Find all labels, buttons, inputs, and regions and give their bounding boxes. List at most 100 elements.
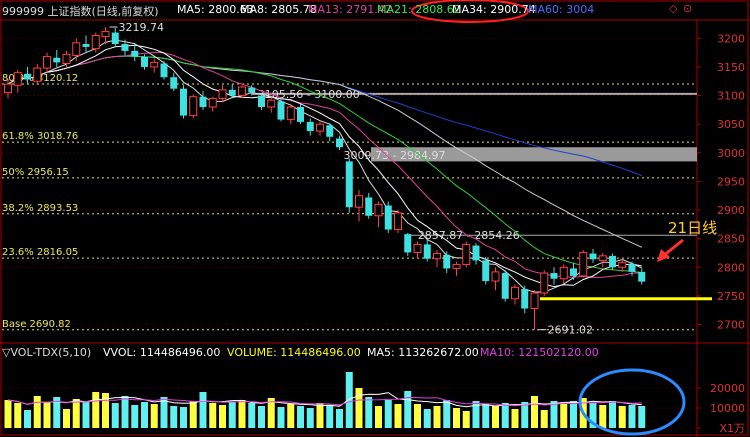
volume-highlight-ellipse bbox=[578, 368, 686, 436]
settings-icon[interactable]: ⊙ bbox=[683, 2, 693, 15]
volume-bar bbox=[550, 401, 558, 428]
candle-body bbox=[286, 106, 295, 121]
candle-body bbox=[297, 107, 304, 122]
candle-body bbox=[101, 30, 110, 38]
candle-body bbox=[589, 253, 597, 260]
candle-body bbox=[316, 123, 324, 132]
volume-bar bbox=[462, 411, 470, 428]
candle-body bbox=[638, 271, 646, 282]
volume-bar bbox=[423, 409, 431, 428]
volume-bar bbox=[297, 406, 304, 428]
ma8-line bbox=[7, 44, 642, 288]
vol-y-tick-label: 20000 bbox=[710, 382, 745, 395]
candle-body bbox=[248, 87, 256, 93]
candle-body bbox=[208, 97, 217, 108]
candle-body bbox=[394, 212, 402, 231]
volume-bar bbox=[570, 401, 577, 428]
peak-label: 3219.74 bbox=[119, 21, 165, 34]
candle-body bbox=[598, 255, 607, 261]
volume-bar bbox=[92, 392, 100, 428]
volume-bar bbox=[63, 409, 70, 428]
candle-body bbox=[462, 243, 471, 265]
candle-body bbox=[131, 50, 139, 57]
volume-bar bbox=[189, 401, 197, 428]
volume-bar bbox=[14, 403, 22, 428]
candle-body bbox=[277, 101, 285, 120]
vol-ma10-line bbox=[7, 396, 642, 407]
candle-body bbox=[540, 272, 549, 294]
volume-legend-item: VOLUME: 114486496.00 bbox=[227, 346, 361, 359]
volume-bar bbox=[209, 403, 217, 428]
candle-body bbox=[443, 254, 451, 269]
ma21-highlight-ellipse bbox=[411, 0, 529, 23]
volume-bar bbox=[160, 397, 168, 428]
ma21-arrow-shaft bbox=[662, 238, 684, 258]
candle-body bbox=[609, 255, 616, 268]
volume-bar bbox=[365, 397, 373, 428]
candle-body bbox=[336, 138, 343, 148]
y-tick-label: 2700 bbox=[717, 319, 745, 332]
volume-bar bbox=[111, 403, 119, 428]
candle-body bbox=[267, 99, 276, 108]
candle-body bbox=[345, 161, 353, 208]
candle-body bbox=[62, 53, 71, 65]
fib-label: Base 2690.82 bbox=[2, 319, 71, 330]
candle-body bbox=[559, 266, 568, 280]
volume-bar bbox=[267, 398, 275, 428]
volume-bar bbox=[277, 407, 285, 428]
volume-bar bbox=[72, 399, 80, 428]
volume-bar bbox=[4, 400, 12, 428]
diamond-icon[interactable]: ◇ bbox=[669, 2, 678, 15]
candle-body bbox=[628, 263, 636, 272]
volume-bar bbox=[355, 388, 363, 428]
candle-body bbox=[423, 244, 431, 259]
volume-bar bbox=[248, 403, 256, 428]
volume-bar bbox=[316, 403, 324, 428]
vol-y-tick-label: X1万 bbox=[719, 422, 745, 435]
candle-body bbox=[72, 42, 81, 56]
volume-bar bbox=[394, 404, 402, 428]
volume-bar bbox=[219, 405, 226, 428]
chart-title: 999999 上证指数(日线,前复权) bbox=[2, 5, 159, 18]
fib-label: 50% 2956.15 bbox=[2, 167, 69, 178]
volume-bar bbox=[141, 402, 148, 428]
candle-body bbox=[121, 44, 129, 51]
volume-bar bbox=[258, 406, 265, 428]
candle-body bbox=[111, 32, 119, 45]
candle-body bbox=[452, 263, 461, 269]
y-tick-label: 3050 bbox=[717, 118, 745, 131]
volume-bar bbox=[453, 408, 460, 428]
candle-body bbox=[13, 72, 22, 86]
candle-body bbox=[199, 96, 207, 108]
volume-bar bbox=[433, 406, 441, 428]
candle-body bbox=[530, 292, 539, 310]
candle-body bbox=[404, 234, 412, 253]
candle-body bbox=[258, 95, 265, 108]
ma-legend-item: MA34: 2900.74 bbox=[452, 3, 536, 16]
candle-body bbox=[433, 253, 441, 260]
volume-bar bbox=[501, 403, 509, 428]
candle-body bbox=[238, 86, 246, 97]
volume-bar bbox=[306, 408, 314, 428]
volume-bar bbox=[228, 402, 236, 428]
vol-ma5-line bbox=[7, 392, 642, 408]
volume-bar bbox=[199, 392, 207, 428]
candle-body bbox=[384, 205, 392, 230]
gap-label-2: 3009.73 - 2984.97 bbox=[344, 149, 446, 162]
gap-label-1: 3105.56 - 3100.00 bbox=[258, 88, 360, 101]
volume-bar bbox=[414, 404, 421, 428]
candle-body bbox=[180, 88, 187, 116]
volume-bar bbox=[170, 406, 178, 428]
y-tick-label: 3200 bbox=[717, 32, 745, 45]
candle-body bbox=[43, 56, 51, 69]
volume-bar bbox=[472, 401, 480, 428]
ma-legend-item: MA60: 3004 bbox=[528, 3, 595, 16]
candle-body bbox=[53, 57, 61, 63]
y-tick-label: 3100 bbox=[717, 90, 745, 103]
volume-bar bbox=[375, 406, 382, 428]
volume-bar bbox=[82, 402, 90, 428]
candle-body bbox=[579, 251, 588, 277]
candle-body bbox=[189, 96, 198, 117]
ma21-callout: 21日线 bbox=[668, 219, 718, 237]
